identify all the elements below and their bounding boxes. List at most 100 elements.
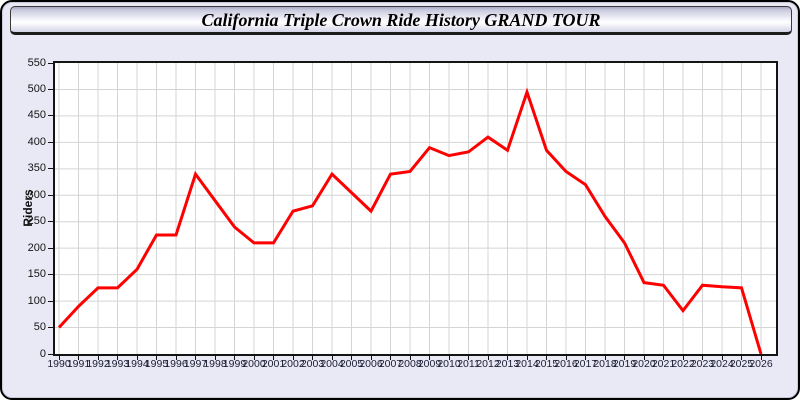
x-axis-tick: [721, 356, 723, 360]
x-tick-label: 1998: [203, 358, 227, 370]
y-tick-label: 400: [27, 135, 46, 148]
x-tick-label: 2012: [476, 358, 500, 370]
y-axis-tick: [48, 274, 53, 276]
y-tick-label: 0: [39, 347, 46, 360]
y-axis-tick: [48, 115, 53, 117]
x-tick-label: 2003: [300, 358, 325, 370]
x-tick-label: 2022: [671, 358, 695, 370]
x-tick-label: 2021: [651, 358, 676, 370]
x-tick-label: 1990: [47, 358, 71, 370]
x-axis-tick: [643, 356, 645, 360]
x-tick-label: 2006: [359, 358, 383, 370]
x-tick-label: 2001: [261, 358, 286, 370]
x-tick-label: 2024: [710, 358, 734, 370]
y-tick-label: 450: [27, 109, 46, 122]
x-tick-label: 2016: [554, 358, 578, 370]
y-axis-tick: [48, 88, 53, 90]
y-tick-label: 150: [27, 268, 46, 281]
x-axis-tick: [507, 356, 508, 360]
y-axis-tick: [48, 141, 53, 143]
x-axis-tick: [487, 356, 489, 360]
x-tick-label: 1995: [144, 358, 169, 370]
y-axis-tick: [48, 194, 53, 196]
plot-area: [53, 61, 778, 356]
x-axis-tick: [156, 356, 157, 360]
y-axis-tick: [48, 221, 53, 223]
y-axis-tick: [48, 247, 53, 249]
x-axis-tick: [78, 356, 79, 360]
x-axis-tick: [663, 356, 664, 360]
x-tick-label: 1997: [183, 358, 208, 370]
x-axis-tick: [312, 356, 313, 360]
y-tick-label: 50: [33, 321, 46, 334]
x-axis-tick: [214, 356, 216, 360]
x-tick-label: 1999: [222, 358, 247, 370]
x-tick-label: 2014: [515, 358, 539, 370]
x-axis-tick: [351, 356, 352, 360]
x-tick-label: 2007: [378, 358, 403, 370]
x-axis-tick: [585, 356, 586, 360]
x-tick-label: 1991: [66, 358, 91, 370]
x-axis-tick: [624, 356, 625, 360]
y-axis-tick: [48, 168, 53, 170]
x-tick-label: 2002: [281, 358, 305, 370]
x-tick-label: 2004: [320, 358, 344, 370]
y-tick-label: 350: [27, 162, 46, 175]
x-axis-tick: [195, 356, 196, 360]
x-tick-label: 2009: [417, 358, 442, 370]
x-tick-label: 2008: [398, 358, 422, 370]
x-axis-tick: [390, 356, 391, 360]
y-tick-label: 200: [27, 241, 46, 254]
x-tick-label: 2020: [632, 358, 656, 370]
x-axis-tick: [741, 356, 742, 360]
x-axis-tick: [429, 356, 430, 360]
chart-title-bar: California Triple Crown Ride History GRA…: [10, 6, 792, 35]
plot-canvas: [55, 63, 776, 354]
chart-title: California Triple Crown Ride History GRA…: [201, 10, 601, 30]
y-axis-tick: [48, 62, 53, 64]
x-tick-label: 2026: [749, 358, 773, 370]
x-axis-tick: [546, 356, 547, 360]
x-tick-label: 1993: [105, 358, 130, 370]
x-axis-tick: [136, 356, 138, 360]
x-axis-tick: [331, 356, 333, 360]
x-tick-label: 1996: [164, 358, 188, 370]
x-axis-tick: [117, 356, 118, 360]
x-tick-label: 2015: [534, 358, 559, 370]
x-tick-label: 2017: [573, 358, 598, 370]
x-axis-tick: [526, 356, 528, 360]
x-tick-label: 2010: [437, 358, 461, 370]
y-axis-tick: [48, 327, 53, 329]
x-tick-label: 2000: [242, 358, 266, 370]
x-axis-tick: [604, 356, 606, 360]
y-axis-tick: [48, 300, 53, 302]
x-axis-tick: [234, 356, 235, 360]
x-axis-tick: [58, 356, 60, 360]
x-tick-label: 1994: [125, 358, 149, 370]
x-axis-tick: [292, 356, 294, 360]
x-tick-label: 1992: [86, 358, 110, 370]
x-axis-tick: [273, 356, 274, 360]
x-axis-tick: [565, 356, 567, 360]
x-tick-label: 2025: [729, 358, 754, 370]
y-axis-tick: [48, 353, 53, 355]
x-tick-label: 2018: [593, 358, 617, 370]
riders-line-series: [57, 87, 763, 354]
x-axis-tick: [370, 356, 372, 360]
x-tick-label: 2019: [612, 358, 637, 370]
x-axis-tick: [682, 356, 684, 360]
x-axis-tick: [760, 356, 762, 360]
x-axis-tick: [97, 356, 99, 360]
x-tick-label: 2013: [495, 358, 520, 370]
y-tick-label: 300: [27, 188, 46, 201]
x-tick-label: 2023: [690, 358, 715, 370]
x-axis-tick: [468, 356, 469, 360]
x-tick-label: 2005: [339, 358, 364, 370]
x-axis-tick: [448, 356, 450, 360]
x-axis-tick: [175, 356, 177, 360]
y-tick-label: 250: [27, 215, 46, 228]
y-tick-label: 550: [27, 56, 46, 69]
x-tick-label: 2011: [457, 358, 480, 370]
y-tick-label: 100: [27, 294, 46, 307]
